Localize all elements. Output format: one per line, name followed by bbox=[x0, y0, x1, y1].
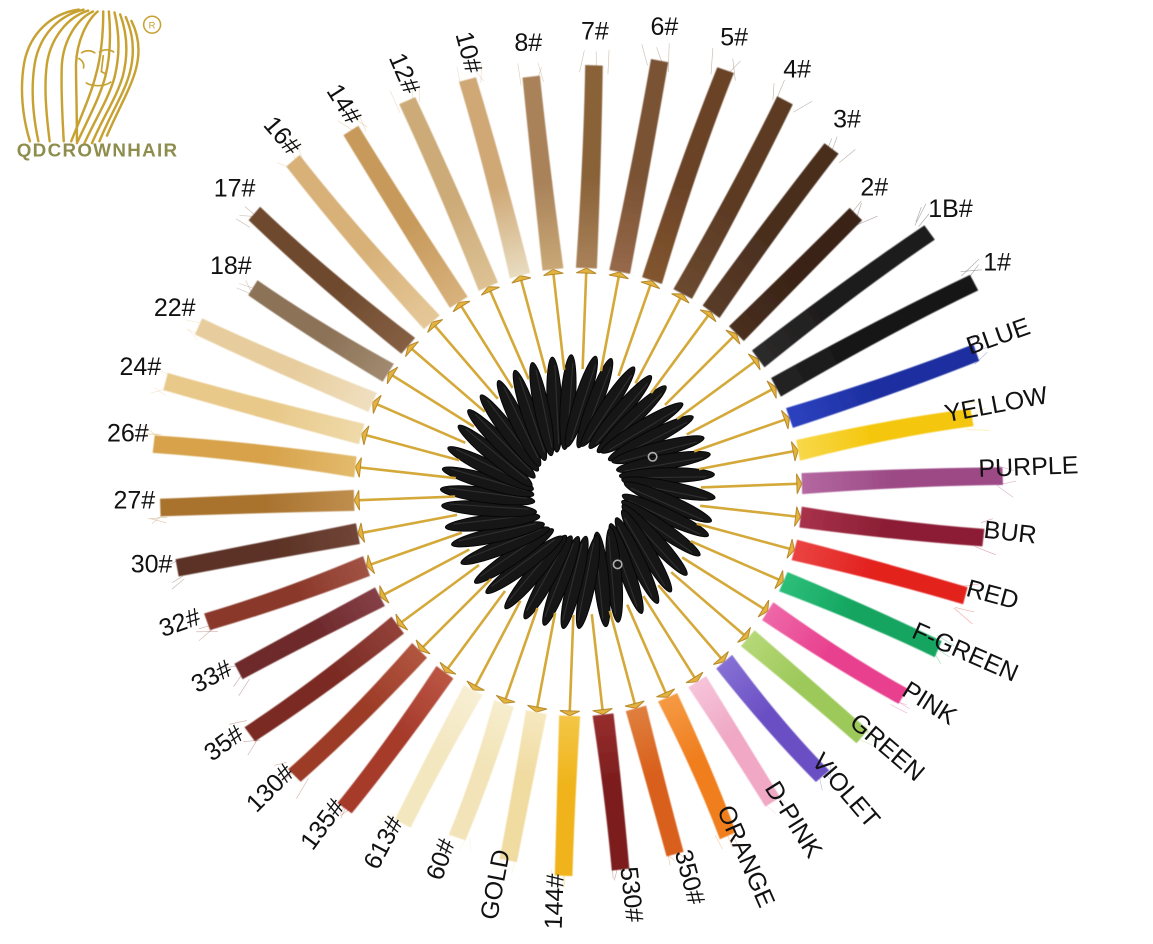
svg-text:8#: 8# bbox=[514, 29, 542, 57]
svg-text:QDCROWNHAIR: QDCROWNHAIR bbox=[17, 139, 179, 160]
svg-text:4#: 4# bbox=[783, 55, 811, 83]
svg-text:27#: 27# bbox=[113, 487, 155, 515]
svg-text:3#: 3# bbox=[833, 106, 861, 134]
svg-text:BUR: BUR bbox=[982, 516, 1038, 550]
svg-text:1B#: 1B# bbox=[928, 195, 973, 223]
svg-text:1#: 1# bbox=[983, 249, 1011, 277]
svg-text:7#: 7# bbox=[581, 17, 609, 45]
svg-text:22#: 22# bbox=[154, 294, 196, 322]
svg-text:R: R bbox=[149, 19, 156, 30]
svg-text:18#: 18# bbox=[210, 252, 252, 280]
svg-text:30#: 30# bbox=[131, 551, 173, 579]
svg-text:24#: 24# bbox=[120, 353, 162, 381]
svg-text:17#: 17# bbox=[214, 175, 256, 203]
svg-text:PURPLE: PURPLE bbox=[978, 451, 1079, 483]
svg-text:2#: 2# bbox=[860, 174, 888, 202]
svg-text:26#: 26# bbox=[107, 419, 149, 447]
svg-text:6#: 6# bbox=[650, 13, 678, 41]
svg-text:144#: 144# bbox=[540, 873, 570, 930]
svg-text:5#: 5# bbox=[720, 24, 748, 52]
